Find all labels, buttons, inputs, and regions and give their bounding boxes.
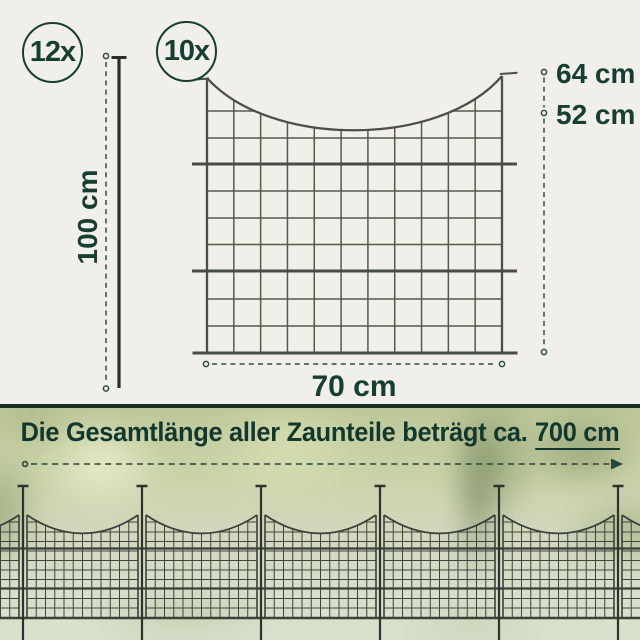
fence-spec-diagram: [102, 52, 548, 392]
fence-panels-group: [0, 484, 640, 640]
panel-mesh-grid: [207, 76, 502, 353]
stake-count-badge: 12x: [22, 22, 83, 83]
panel-inner-height-label: 52 cm: [556, 99, 636, 130]
total-length-arrow: [21, 458, 623, 470]
panel-frame: [192, 71, 518, 355]
headline-text: Die Gesamtlänge aller Zaunteile beträgt …: [20, 417, 528, 447]
panel-count-label: 10x: [163, 35, 210, 67]
panel-count-badge: 10x: [156, 21, 217, 82]
total-length-headline: Die Gesamtlänge aller Zaunteile beträgt …: [19, 417, 621, 450]
panel-width-label: 70 cm: [311, 370, 397, 403]
panel-width-measure-line: [202, 360, 506, 368]
panel-outer-height-label: 64 cm: [556, 58, 636, 89]
stake-count-label: 12x: [29, 36, 76, 68]
panel-height-measure-line: [540, 68, 548, 356]
garden-photo-background: [0, 408, 640, 640]
stake-height-measure-line: [102, 52, 110, 392]
fence-row-illustration: [0, 458, 640, 640]
section-divider: [0, 404, 640, 408]
ground-stake-illustration: [111, 56, 127, 388]
total-length-value: 700 cm: [535, 417, 620, 450]
stake-height-label: 100 cm: [72, 169, 103, 265]
